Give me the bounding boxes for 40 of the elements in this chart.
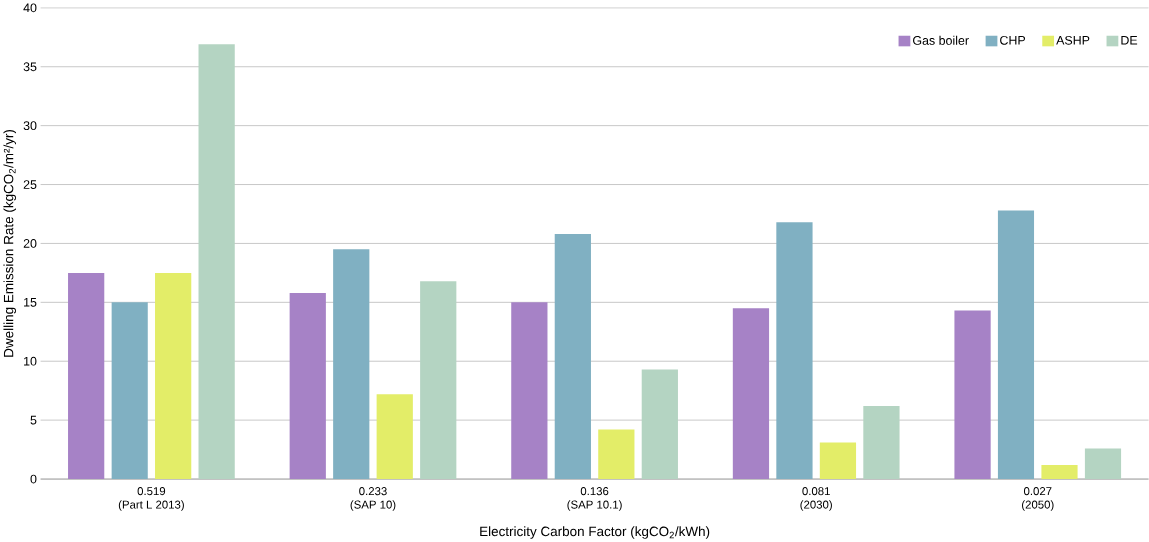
bar — [289, 292, 326, 479]
x-tick-label: 0.136 (SAP 10.1) — [567, 486, 622, 511]
y-tick-label: 40 — [23, 3, 37, 13]
bar — [68, 272, 105, 479]
x-tick-label: 0.027 (2050) — [1022, 486, 1054, 511]
y-tick-label: 30 — [23, 121, 37, 130]
y-tick-label: 15 — [24, 297, 37, 307]
legend-label: Gas boiler — [913, 35, 969, 45]
y-tick-label: 10 — [24, 356, 37, 366]
y-tick-label: 25 — [23, 180, 37, 189]
bar — [776, 222, 813, 479]
bar — [198, 44, 235, 479]
x-tick-label: 0.081 (2030) — [800, 486, 832, 511]
bar — [863, 405, 900, 479]
x-axis-title: Electricity Carbon Factor (kgCO$_{2}$/kWh) — [480, 526, 710, 539]
bar — [155, 272, 192, 479]
bar — [997, 210, 1035, 479]
legend-label: CHP — [1000, 35, 1026, 45]
bar — [554, 233, 591, 479]
bar — [598, 429, 635, 479]
bar — [511, 302, 548, 479]
bar — [1041, 464, 1078, 479]
bar — [111, 302, 148, 479]
y-tick-label: 35 — [23, 62, 37, 72]
bar — [954, 310, 991, 479]
bar — [333, 249, 370, 479]
bar — [732, 308, 770, 479]
legend-label: ASHP — [1056, 35, 1090, 45]
bar — [1084, 448, 1122, 479]
bar — [641, 369, 678, 479]
legend-label: DE — [1121, 35, 1138, 45]
y-axis-title: Dwelling Emission Rate (kgCO$_{2}$/m²/yr) — [3, 129, 17, 357]
y-tick-label: 20 — [23, 238, 37, 248]
bar — [376, 394, 413, 479]
x-tick-label: 0.519 (Part L 2013) — [118, 486, 184, 511]
bar — [420, 281, 457, 479]
bar — [819, 442, 857, 479]
y-tick-label: 5 — [30, 415, 37, 425]
y-tick-label: 0 — [30, 474, 37, 484]
x-tick-label: 0.233 (SAP 10) — [350, 486, 396, 511]
